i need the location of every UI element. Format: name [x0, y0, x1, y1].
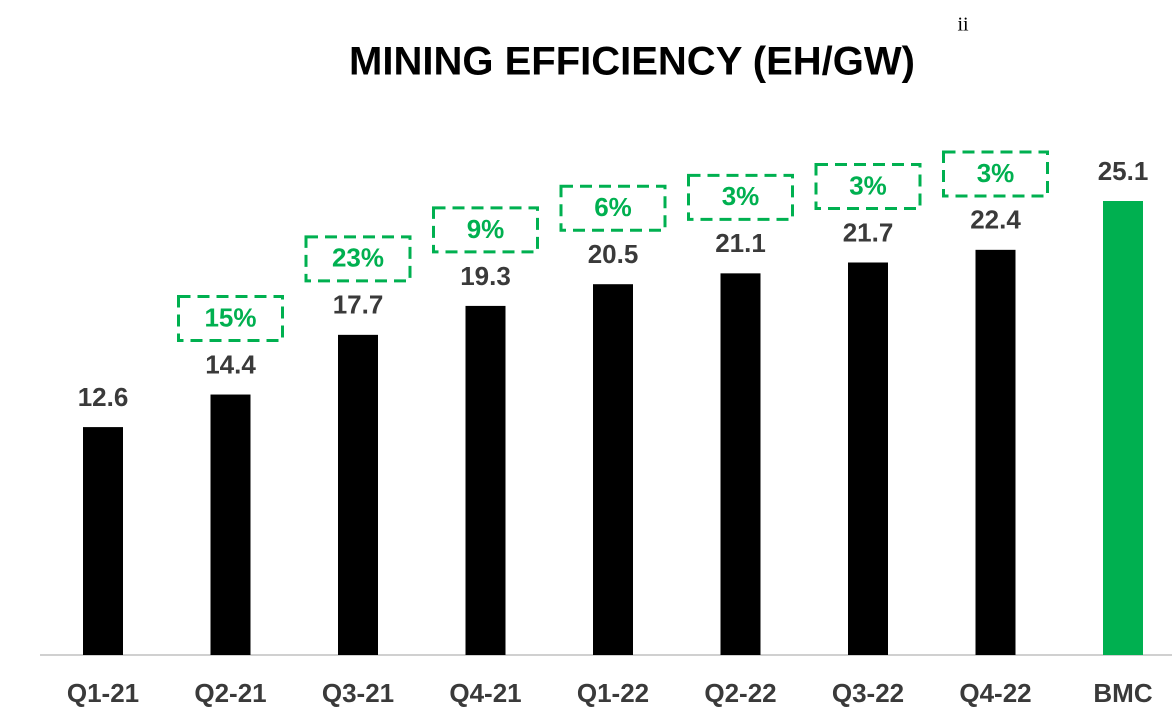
value-label: 21.1	[715, 228, 766, 258]
growth-label: 3%	[722, 181, 760, 211]
growth-box	[559, 184, 667, 232]
value-label: 21.7	[843, 217, 894, 247]
value-label: 17.7	[333, 290, 384, 320]
growth-label: 3%	[977, 158, 1015, 188]
x-tick-label: Q4-22	[959, 678, 1031, 708]
growth-box	[177, 295, 284, 343]
growth-box	[432, 206, 539, 254]
growth-box	[814, 162, 922, 210]
growth-label: 23%	[332, 243, 384, 273]
growth-box	[687, 173, 794, 221]
growth-label: 3%	[849, 170, 887, 200]
x-tick-label: Q2-21	[194, 678, 266, 708]
value-label: 25.1	[1098, 156, 1149, 186]
bar	[848, 262, 888, 655]
growth-label: 15%	[204, 302, 256, 332]
growth-box	[942, 150, 1049, 198]
x-tick-label: BMC	[1093, 678, 1152, 708]
bar	[210, 394, 251, 655]
value-label: 20.5	[588, 239, 639, 269]
x-tick-label: Q3-22	[832, 678, 904, 708]
growth-box	[304, 235, 412, 283]
x-tick-label: Q2-22	[704, 678, 776, 708]
bar	[83, 427, 123, 655]
value-label: 19.3	[460, 261, 511, 291]
title-note: ii	[957, 14, 969, 36]
x-tick-label: Q1-21	[67, 678, 139, 708]
bar	[1103, 201, 1143, 655]
growth-label: 6%	[594, 192, 632, 222]
value-label: 14.4	[205, 349, 256, 379]
chart-title: MINING EFFICIENCY (EH/GW)	[349, 40, 915, 84]
growth-label: 9%	[467, 214, 505, 244]
x-tick-label: Q1-22	[577, 678, 649, 708]
bar	[593, 284, 633, 655]
bar	[338, 334, 378, 655]
bar	[465, 305, 506, 655]
bar	[720, 273, 761, 655]
value-label: 12.6	[78, 382, 129, 412]
x-tick-label: Q4-21	[449, 678, 521, 708]
x-tick-label: Q3-21	[322, 678, 394, 708]
bar	[975, 249, 1016, 655]
value-label: 22.4	[970, 205, 1021, 235]
